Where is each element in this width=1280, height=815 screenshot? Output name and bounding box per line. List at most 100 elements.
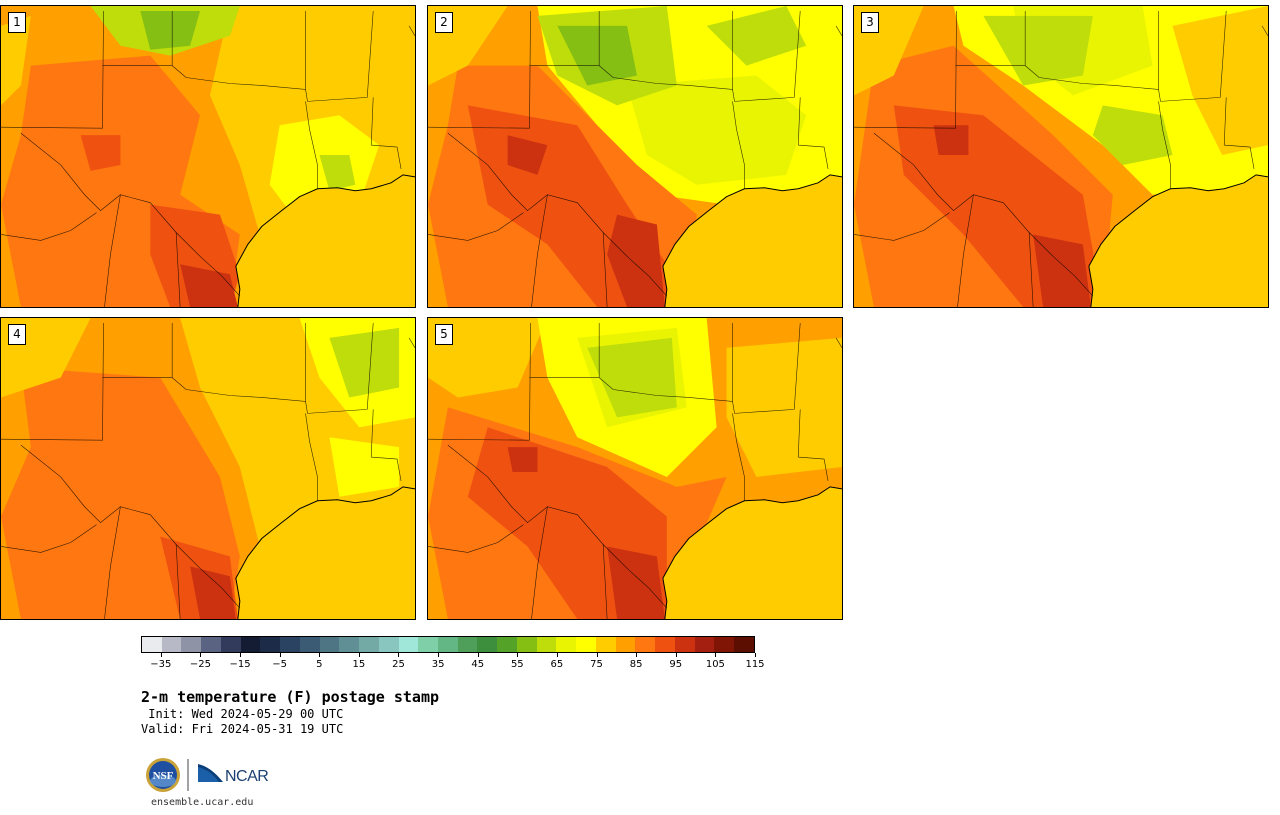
coastline [235, 486, 415, 619]
gulf-of-mexico [1088, 174, 1268, 307]
temperature-region [1172, 6, 1268, 156]
state-border [370, 97, 402, 169]
colorbar-tick-label: 95 [669, 659, 683, 670]
coastline [662, 486, 842, 619]
colorbar-tick [636, 653, 638, 657]
state-border [408, 25, 415, 36]
state-border [854, 10, 957, 129]
state-border [1261, 25, 1268, 36]
colorbar-tick [279, 653, 281, 657]
coastline [1088, 174, 1268, 307]
state-border [602, 232, 608, 307]
nsf-logo-text: NSF [153, 770, 174, 782]
state-border [732, 101, 745, 189]
colorbar-tick [398, 653, 400, 657]
colorbar-tick-label: 25 [392, 659, 405, 670]
colorbar-tick-label: 85 [629, 659, 643, 670]
ncar-logo-text: NCAR [225, 768, 268, 785]
state-border [102, 10, 173, 66]
state-border [531, 194, 548, 307]
colorbar-tick [755, 653, 756, 657]
temperature-region [329, 437, 400, 497]
colorbar-segment [438, 637, 458, 652]
member-number-label: 4 [8, 324, 26, 345]
colorbar-segment [694, 637, 715, 652]
nsf-ncar-logos: NSF NCAR [146, 758, 269, 792]
member-number-label: 3 [861, 12, 879, 33]
source-url: ensemble.ucar.edu [151, 797, 254, 808]
temperature-field-5 [428, 318, 842, 619]
state-border [1, 524, 97, 553]
state-border [1, 322, 104, 441]
state-border [957, 194, 974, 307]
colorbar-tick-label: 115 [745, 659, 765, 670]
ensemble-member-map-2: 2 [427, 5, 843, 308]
colorbar-segment [299, 637, 320, 652]
colorbar-tick-label: −25 [189, 659, 211, 670]
colorbar-segment [576, 637, 596, 652]
colorbar-ticks: −35 −25 −15 −5 5 15 25 35 45 55 65 75 85 95 105 115 [141, 653, 765, 673]
state-border [835, 25, 842, 36]
state-border [428, 212, 524, 241]
colorbar-segment [240, 637, 261, 652]
gulf-of-mexico [662, 486, 842, 619]
temperature-field-3 [854, 6, 1268, 307]
colorbar-segment [201, 637, 221, 652]
state-border [104, 194, 121, 307]
temperature-field-4 [1, 318, 415, 619]
colorbar-tick-label: −35 [150, 659, 172, 670]
colorbar-segment [339, 637, 360, 652]
state-border [732, 322, 801, 414]
temperature-field-1 [1, 6, 415, 307]
colorbar-tick-label: 75 [590, 659, 603, 670]
colorbar-segment [734, 637, 754, 652]
temperature-field-2 [428, 6, 842, 307]
state-border [447, 444, 668, 609]
colorbar-segment [595, 637, 616, 652]
colorbar-segment [477, 637, 498, 652]
state-border [732, 413, 745, 501]
colorbar-segment [714, 637, 735, 652]
state-border [104, 506, 121, 619]
state-border [835, 337, 842, 348]
colorbar-tick-label: 5 [316, 659, 323, 670]
state-border [1024, 10, 1159, 90]
valid-time: Valid: Fri 2024-05-31 19 UTC [141, 722, 344, 736]
state-border [1, 212, 97, 241]
colorbar-segment [260, 637, 281, 652]
state-border [175, 232, 181, 307]
colorbar-segment [378, 637, 399, 652]
state-border [602, 544, 608, 619]
colorbar-tick [596, 653, 598, 657]
ncar-logo-icon: NCAR [198, 764, 269, 785]
colorbar-tick [358, 653, 360, 657]
state-border [305, 322, 374, 414]
colorbar-segment [635, 637, 656, 652]
colorbar-tick-label: 65 [550, 659, 564, 670]
colorbar-segment [280, 637, 300, 652]
colorbar-segment [161, 637, 182, 652]
state-border [598, 322, 733, 402]
member-number-label: 2 [435, 12, 453, 33]
colorbar-segment [655, 637, 675, 652]
gulf-of-mexico [662, 174, 842, 307]
state-border [305, 101, 318, 189]
state-border [531, 506, 548, 619]
plot-title: 2-m temperature (F) postage stamp [141, 688, 440, 706]
colorbar-tick-label: 15 [352, 659, 366, 670]
colorbar-segment [516, 637, 537, 652]
colorbar-tick [675, 653, 677, 657]
temperature-region [706, 6, 807, 66]
colorbar-segment [398, 637, 419, 652]
colorbar-segment [319, 637, 340, 652]
colorbar-segment [220, 637, 241, 652]
temperature-region [319, 155, 356, 191]
temperature-region [190, 566, 236, 619]
state-border [1223, 97, 1255, 169]
temperature-region [80, 135, 121, 171]
colorbar-segment [556, 637, 577, 652]
colorbar-tick-label: 35 [431, 659, 445, 670]
state-border [171, 10, 306, 90]
state-border [1158, 10, 1227, 102]
state-border [854, 212, 950, 241]
